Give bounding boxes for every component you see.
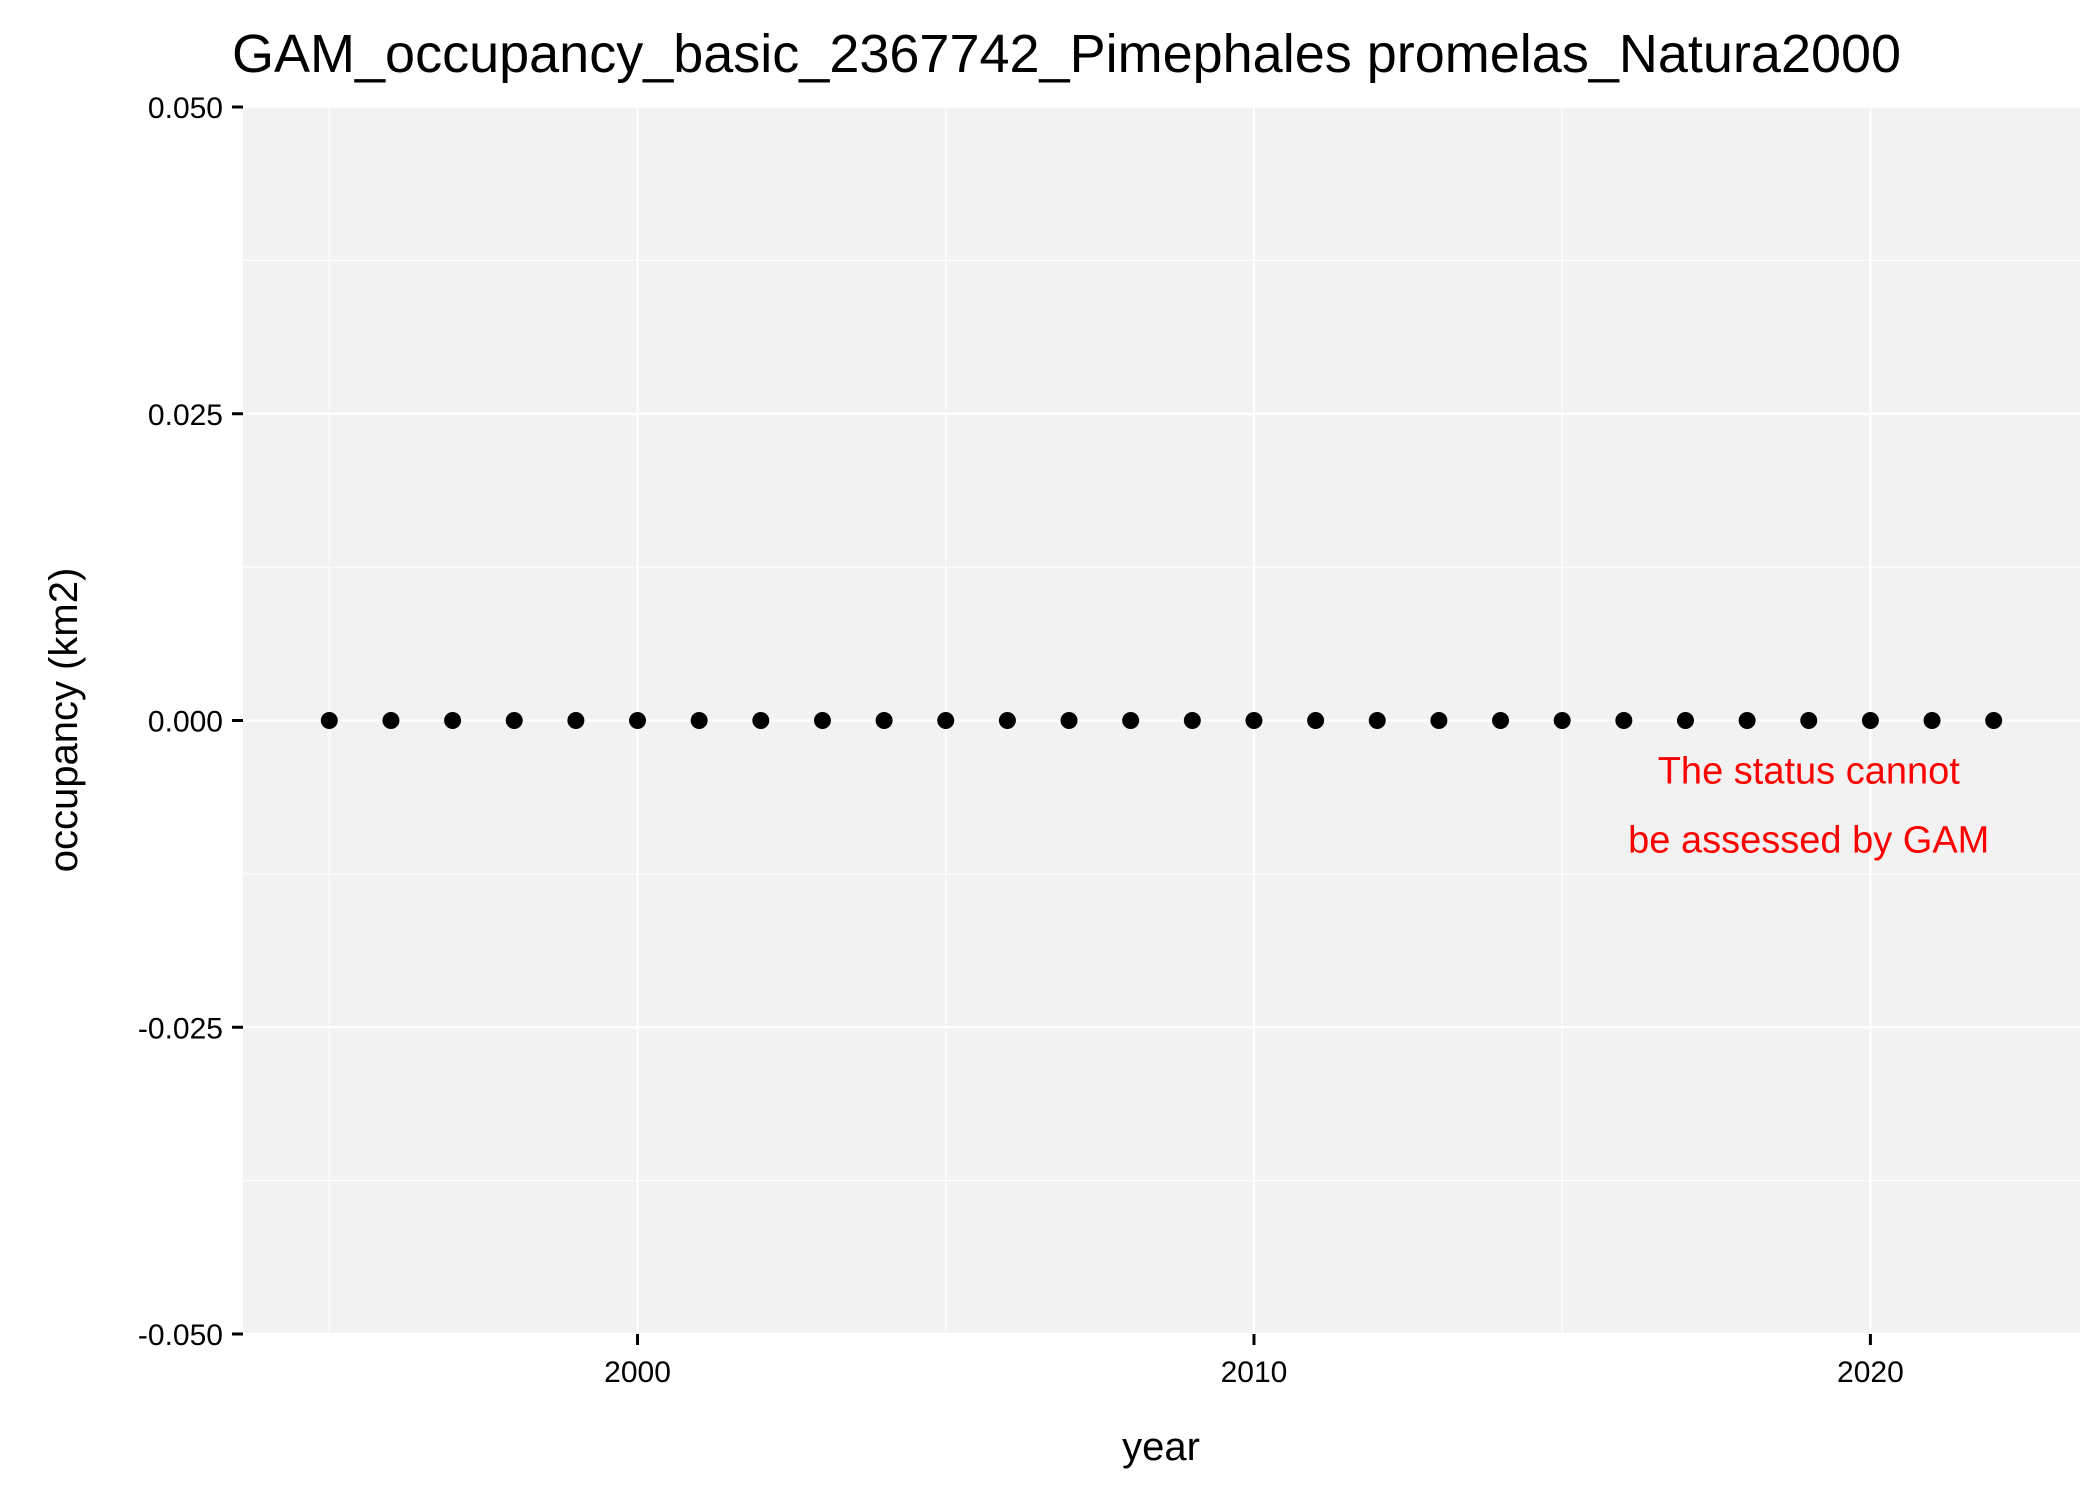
data-point-2015 [1553,712,1571,729]
data-point-2005 [937,712,955,729]
data-point-2002 [752,712,770,729]
annotation-line-2: be assessed by GAM [1628,820,1989,862]
data-point-2006 [998,712,1016,729]
data-point-2022 [1985,712,2003,729]
data-point-2007 [1060,712,1078,729]
data-point-2018 [1738,712,1756,729]
data-point-2009 [1183,712,1201,729]
chart-title: GAM_occupancy_basic_2367742_Pimephales p… [232,24,1901,84]
y-tick-label-0: -0.050 [138,1319,223,1352]
data-point-2011 [1307,712,1325,729]
annotation-line-1: The status cannot [1658,751,1961,793]
y-axis-title: occupancy (km2) [42,568,86,873]
data-point-1995 [320,712,338,729]
y-axis: -0.050 -0.025 0.000 0.025 0.050 [138,92,243,1352]
data-point-1999 [567,712,585,729]
data-point-1998 [505,712,523,729]
data-point-2000 [629,712,647,729]
x-axis-title: year [1122,1425,1200,1469]
x-tick-label-2000: 2000 [604,1356,671,1389]
data-point-2008 [1122,712,1140,729]
data-point-2001 [690,712,708,729]
y-tick-label-1: -0.025 [138,1012,223,1045]
data-point-2012 [1368,712,1386,729]
data-point-2019 [1800,712,1818,729]
data-point-2010 [1245,712,1263,729]
y-tick-label-3: 0.025 [148,399,223,432]
x-tick-label-2020: 2020 [1837,1356,1904,1389]
x-axis: 2000 2010 2020 [604,1334,1904,1389]
y-tick-label-2: 0.000 [148,706,223,739]
data-point-2017 [1676,712,1694,729]
data-point-2021 [1923,712,1941,729]
data-point-1996 [382,712,400,729]
data-point-1997 [444,712,462,729]
data-point-2003 [813,712,831,729]
status-annotation: The status cannot be assessed by GAM [1628,751,1989,862]
data-point-2020 [1861,712,1879,729]
data-point-2004 [875,712,893,729]
data-points [320,712,2003,729]
data-point-2014 [1492,712,1510,729]
data-point-2013 [1430,712,1448,729]
x-tick-label-2010: 2010 [1221,1356,1288,1389]
data-point-2016 [1615,712,1633,729]
y-tick-label-4: 0.050 [148,92,223,125]
